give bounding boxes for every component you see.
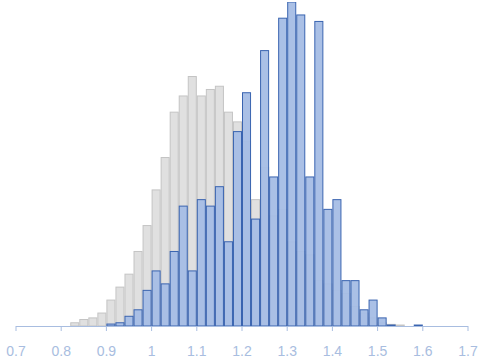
x-tick-label: 1.6 (413, 343, 433, 359)
bar (125, 316, 133, 326)
bar (170, 112, 178, 326)
bar (206, 89, 214, 326)
bar (405, 326, 413, 327)
bar (197, 96, 205, 326)
bar (107, 324, 115, 326)
bar (206, 206, 214, 326)
bar (80, 326, 88, 327)
bar (116, 323, 124, 326)
bar (297, 15, 305, 326)
bar (134, 251, 142, 326)
bar (188, 77, 196, 326)
x-tick (61, 326, 62, 331)
bar (243, 93, 251, 326)
x-tick-label: 1.5 (368, 343, 388, 359)
bar (396, 325, 404, 326)
bar (224, 112, 232, 326)
bar (360, 310, 368, 326)
bar (396, 326, 404, 327)
series-0 (71, 77, 404, 326)
bar (152, 190, 160, 326)
bar (80, 320, 88, 326)
bar (342, 281, 350, 326)
x-tick (332, 326, 333, 331)
bar (252, 200, 260, 326)
bar (179, 206, 187, 326)
bar (252, 219, 260, 326)
bar (261, 51, 269, 326)
bar (351, 281, 359, 326)
x-tick-label: 1.4 (323, 343, 343, 359)
bar (71, 326, 79, 327)
bar (387, 324, 395, 326)
bar (387, 325, 395, 326)
bar (315, 21, 323, 326)
x-tick (151, 326, 152, 331)
x-tick (106, 326, 107, 331)
bar (414, 326, 422, 327)
bar (170, 251, 178, 326)
bar (134, 310, 142, 326)
bar (161, 284, 169, 326)
x-tick (242, 326, 243, 331)
bar (89, 318, 97, 326)
bar (161, 158, 169, 326)
x-tick-label: 0.7 (6, 343, 26, 359)
bar (89, 326, 97, 327)
bar (98, 313, 106, 326)
bar (116, 287, 124, 326)
x-tick-label: 0.8 (51, 343, 71, 359)
bar (197, 200, 205, 326)
chart: 0.7 0.8 0.9 1 1.1 1.2 1.3 1.4 1.5 1.6 1.7 (0, 0, 484, 363)
series-1 (107, 2, 422, 326)
x-tick-label: 1.7 (458, 343, 478, 359)
bar (270, 177, 278, 326)
x-tick-label: 0.9 (97, 343, 117, 359)
bar (188, 271, 196, 326)
x-tick (16, 326, 17, 331)
bar (143, 290, 151, 326)
x-tick (468, 326, 469, 331)
x-tick (422, 326, 423, 331)
bar (405, 326, 413, 327)
x-tick-label: 1 (148, 343, 156, 359)
bar (224, 242, 232, 326)
bar (279, 18, 287, 326)
bars (71, 2, 423, 326)
bar (324, 209, 332, 326)
bar (423, 326, 431, 327)
bar (423, 326, 431, 327)
x-tick-label: 1.2 (232, 343, 252, 359)
bar (414, 325, 422, 326)
x-tick-label: 1.3 (277, 343, 297, 359)
bar (179, 96, 187, 326)
bar (378, 318, 386, 326)
bar (288, 2, 296, 326)
bar (333, 200, 341, 326)
bar (369, 300, 377, 326)
bar (143, 226, 151, 326)
x-tick-label: 1.1 (187, 343, 207, 359)
bar (215, 187, 223, 326)
x-tick (196, 326, 197, 331)
bar (233, 132, 241, 326)
bar (215, 86, 223, 326)
bar (306, 177, 314, 326)
bar (233, 122, 241, 326)
bar (107, 300, 115, 326)
bar (152, 271, 160, 326)
x-tick (287, 326, 288, 331)
bar (98, 326, 106, 327)
x-tick (377, 326, 378, 331)
bar (125, 274, 133, 326)
bar (71, 323, 79, 326)
